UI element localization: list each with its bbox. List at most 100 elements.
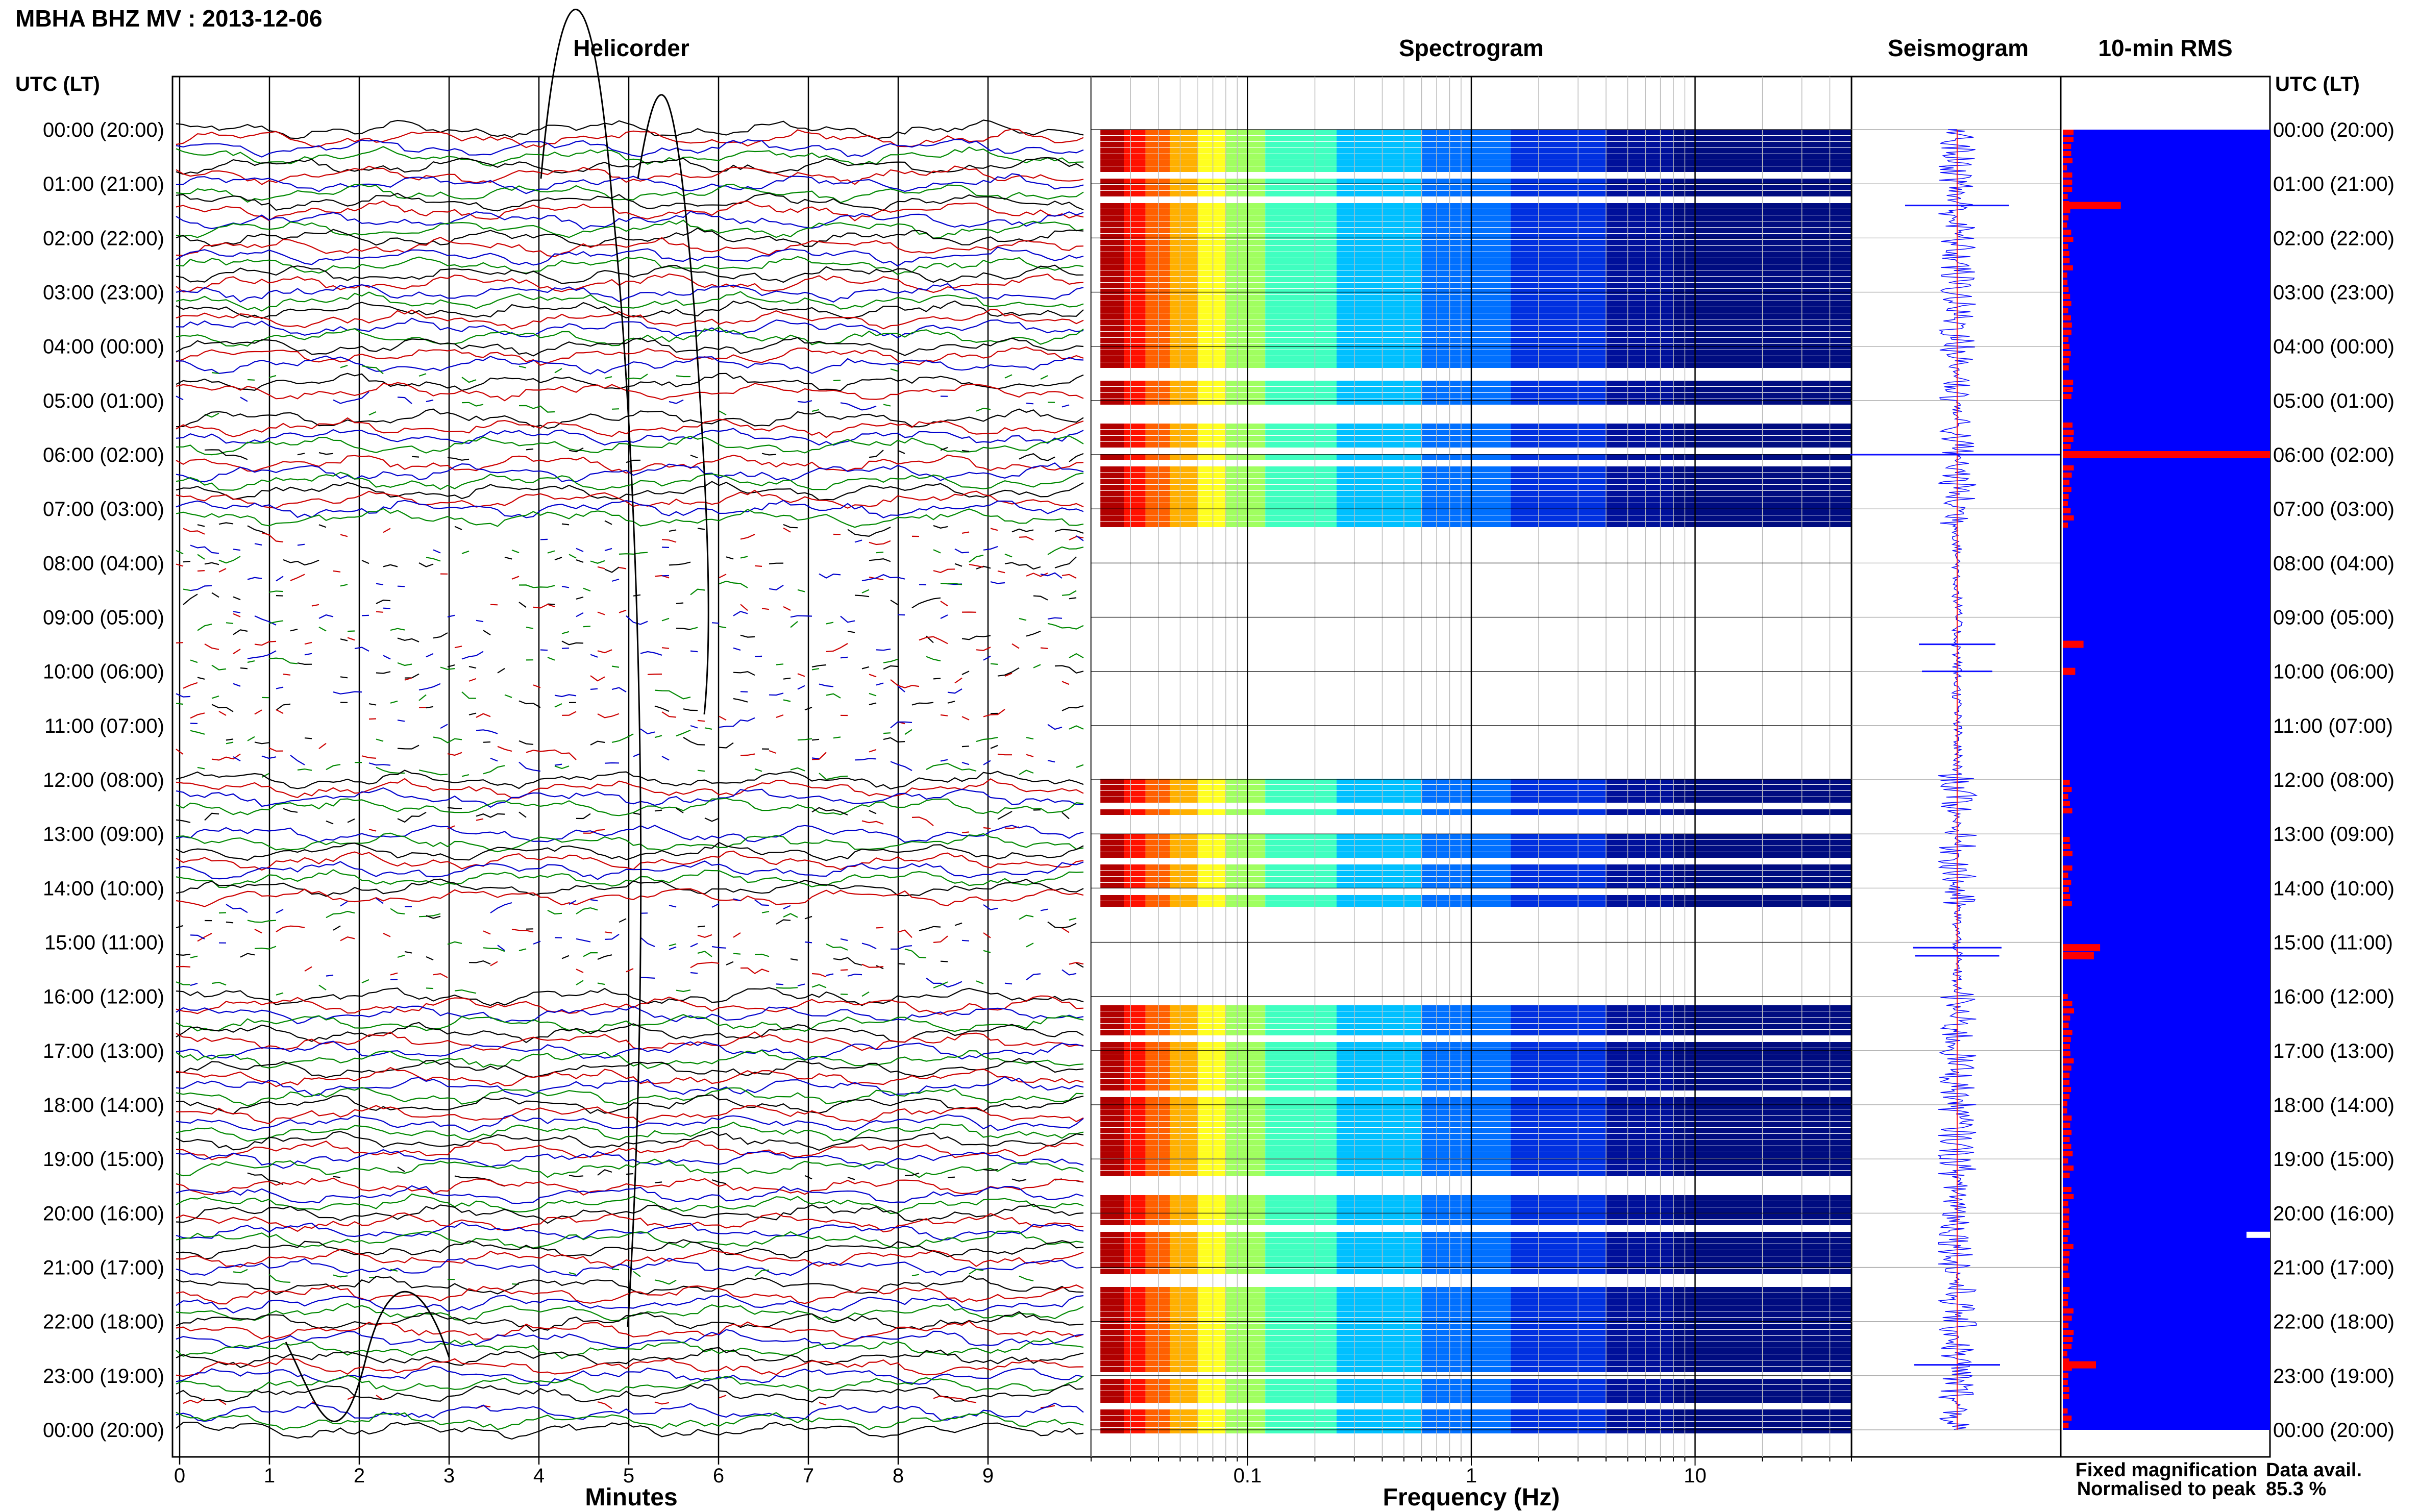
spectrogram-cell <box>1100 264 1124 270</box>
spectrogram-cell <box>1511 436 1606 441</box>
spectrogram-cell <box>1145 1164 1170 1170</box>
helicorder-trace-line <box>176 210 1084 230</box>
spectrogram-cell <box>1145 326 1170 331</box>
spectrogram-cell <box>1124 1067 1146 1072</box>
spectrogram-cell <box>1337 785 1422 790</box>
spectrogram-cell <box>1337 424 1422 429</box>
spectrogram-cell <box>1198 166 1226 172</box>
spectrogram-cell <box>1198 1250 1226 1256</box>
helicorder-trace-line <box>176 778 1084 799</box>
spectrogram-cell <box>1100 1201 1124 1207</box>
spectrogram-cell <box>1100 1140 1124 1146</box>
spectrogram-cell <box>1170 344 1198 350</box>
helicorder-traces <box>176 9 1084 1440</box>
helicorder-trace-line <box>176 1067 1084 1087</box>
spectrogram-cell <box>1511 1250 1606 1256</box>
spectrogram-cell <box>1170 430 1198 435</box>
spectrogram-cell <box>1606 221 1673 227</box>
spectrogram-cell <box>1124 503 1146 509</box>
helicorder-trace-line <box>176 192 1084 212</box>
spectrogram-cell <box>1606 136 1673 141</box>
spectrogram-cell <box>1265 289 1337 294</box>
spectrogram-cell <box>1145 1220 1170 1225</box>
time-label-left: 10:00 (06:00) <box>43 661 164 683</box>
spectrogram-cell <box>1100 430 1124 435</box>
spectrogram-cell <box>1170 1330 1198 1335</box>
spectrogram-cell <box>1421 1422 1511 1427</box>
spectrogram-cell <box>1265 509 1337 515</box>
helicorder-trace-line <box>176 327 1084 347</box>
spectrogram-cell <box>1337 834 1422 839</box>
spectrogram-cell <box>1198 209 1226 215</box>
spectrogram-cell <box>1145 846 1170 852</box>
spectrogram-cell <box>1421 1379 1511 1384</box>
spectrogram-cell <box>1145 1311 1170 1317</box>
spectrogram-cell <box>1511 1379 1606 1384</box>
rms-bar <box>2063 1258 2069 1263</box>
time-label-right: 10:00 (06:00) <box>2273 661 2395 683</box>
spectrogram-cell <box>1100 313 1124 319</box>
spectrogram-cell <box>1145 270 1170 276</box>
spectrogram-cell <box>1145 313 1170 319</box>
minute-tick-label: 6 <box>713 1465 724 1487</box>
spectrogram-cell <box>1170 270 1198 276</box>
spectrogram-cell <box>1100 1024 1124 1029</box>
spectrogram-cell <box>1124 160 1146 166</box>
spectrogram-cell <box>1226 1348 1266 1354</box>
spectrogram-cell <box>1421 1269 1511 1274</box>
spectrogram-cell <box>1145 497 1170 503</box>
spectrogram-cell <box>1100 283 1124 288</box>
spectrogram-cell <box>1145 785 1170 790</box>
spectrogram-cell <box>1421 1171 1511 1176</box>
spectrogram-cell <box>1226 228 1266 233</box>
data-avail-label: Data avail. <box>2266 1459 2362 1481</box>
spectrogram-cell <box>1606 215 1673 221</box>
spectrogram-cell <box>1100 491 1124 497</box>
spectrogram-cell <box>1511 1348 1606 1354</box>
spectrogram-cell <box>1100 1152 1124 1158</box>
spectrogram-cell <box>1100 148 1124 154</box>
spectrogram-cell <box>1170 1293 1198 1299</box>
spectrogram-cell <box>1145 1428 1170 1433</box>
spectrogram-cell <box>1170 1048 1198 1054</box>
spectrogram-cell <box>1198 424 1226 429</box>
spectrogram-cell <box>1226 1397 1266 1403</box>
spectrogram-cell <box>1337 1158 1422 1164</box>
spectrogram-cell <box>1337 295 1422 301</box>
spectrogram-cell <box>1337 797 1422 803</box>
spectrogram-cell <box>1170 393 1198 399</box>
spectrogram-cell <box>1226 430 1266 435</box>
spectrogram-cell <box>1100 289 1124 294</box>
spectrogram-cell <box>1226 344 1266 350</box>
spectrogram-cell <box>1170 295 1198 301</box>
spectrogram-cell <box>1100 1360 1124 1366</box>
spectrogram-cell <box>1198 877 1226 882</box>
spectrogram-cell <box>1421 209 1511 215</box>
spectrogram-cell <box>1198 485 1226 490</box>
spectrogram-cell <box>1145 515 1170 521</box>
spectrogram-cell <box>1337 191 1422 196</box>
helicorder-trace-line <box>197 617 1084 634</box>
spectrogram-cell <box>1100 442 1124 448</box>
spectrogram-cell <box>1124 436 1146 441</box>
time-label-left: 01:00 (21:00) <box>43 173 164 195</box>
spectrogram-cell <box>1124 1305 1146 1311</box>
spectrogram-cell <box>1145 1195 1170 1201</box>
spectrogram-cell <box>1198 1330 1226 1335</box>
time-label-left: 16:00 (12:00) <box>43 986 164 1008</box>
spectrogram-cell <box>1606 1011 1673 1017</box>
spectrogram-cell <box>1265 1293 1337 1299</box>
time-axis-left: 00:00 (20:00)01:00 (21:00)02:00 (22:00)0… <box>43 119 164 1442</box>
helicorder-trace-line <box>176 264 1084 284</box>
spectrogram-cell <box>1170 185 1198 190</box>
spectrogram-cell <box>1100 185 1124 190</box>
spectrogram-cell <box>1421 252 1511 258</box>
spectrogram-cell <box>1198 307 1226 313</box>
spectrogram-cell <box>1337 154 1422 160</box>
spectrogram-cell <box>1145 1042 1170 1048</box>
spectrogram-cell <box>1265 485 1337 490</box>
rms-bar <box>2063 1073 2070 1078</box>
spectrogram-cell <box>1606 1360 1673 1366</box>
spectrogram-cell <box>1606 1018 1673 1023</box>
spectrogram-cell <box>1606 497 1673 503</box>
